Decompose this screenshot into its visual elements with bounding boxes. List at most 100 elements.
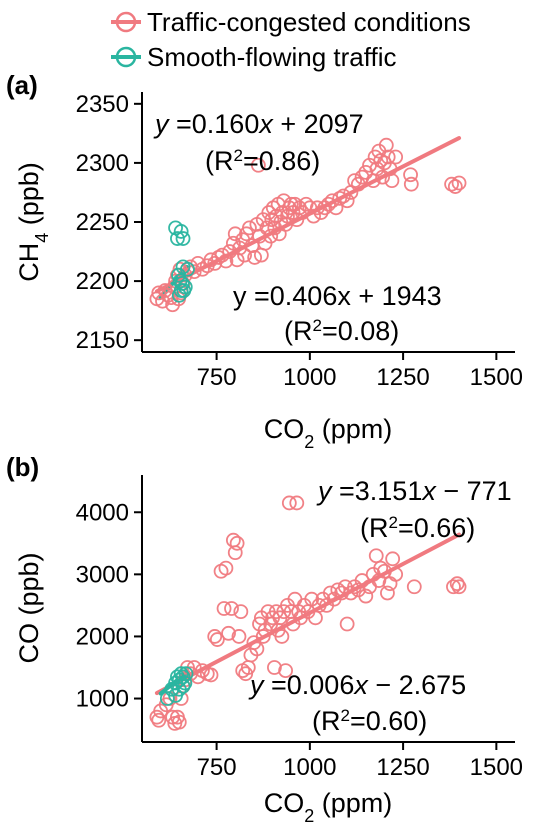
fit-equation-congested: y =0.160x + 2097 xyxy=(153,109,364,139)
y-tick-label: 1000 xyxy=(76,686,129,713)
data-point-congested xyxy=(249,641,265,657)
data-point-congested xyxy=(224,601,239,616)
data-point-congested xyxy=(222,244,238,259)
data-point-congested xyxy=(332,190,348,206)
data-point-congested xyxy=(151,285,167,301)
y-tick-label: 2000 xyxy=(76,623,129,650)
data-point-congested xyxy=(283,196,299,212)
fit-r2-congested: (R2=0.66) xyxy=(360,513,475,544)
legend-swatch-circle-icon xyxy=(115,11,137,33)
data-point-congested xyxy=(287,196,303,212)
data-point-congested xyxy=(264,212,280,228)
data-point-congested xyxy=(451,175,467,191)
data-point-smooth xyxy=(168,688,183,703)
data-point-congested xyxy=(225,532,241,548)
x-tick-label: 1250 xyxy=(376,364,429,391)
data-point-congested xyxy=(221,625,236,641)
data-point-smooth xyxy=(159,691,175,706)
y-tick-label: 2300 xyxy=(76,150,129,177)
data-point-congested xyxy=(347,173,363,189)
data-point-congested xyxy=(336,188,351,204)
data-point-congested xyxy=(403,176,419,192)
data-point-congested xyxy=(218,560,234,576)
data-point-congested xyxy=(203,667,219,683)
data-point-smooth xyxy=(170,231,185,246)
data-point-congested xyxy=(207,629,223,644)
data-point-congested xyxy=(278,663,294,678)
legend-label: Smooth-flowing traffic xyxy=(147,42,397,72)
panel-label-a: (a) xyxy=(6,70,38,100)
data-point-congested xyxy=(227,545,243,561)
data-point-congested xyxy=(274,629,290,644)
fit-equation-congested: y =3.151x − 771 xyxy=(316,476,512,506)
data-point-smooth xyxy=(175,231,191,246)
panel-a: (a) 750 1000 1250 150021502200225023002350 … xyxy=(6,70,523,452)
data-points xyxy=(149,137,467,313)
x-tick-label: 750 xyxy=(197,754,237,781)
fit-r2-congested: (R2=0.86) xyxy=(205,146,320,177)
panel-label-b: (b) xyxy=(6,452,39,482)
data-point-congested xyxy=(209,632,225,647)
data-point-congested xyxy=(233,604,249,620)
data-point-smooth xyxy=(173,283,189,298)
y-tick-label: 2200 xyxy=(76,268,129,295)
data-point-congested xyxy=(375,169,390,185)
x-tick-label: 750 xyxy=(197,364,237,391)
tick-group: 750 1000 1250 1500 2150 2200 2250 2300 2350 xyxy=(76,91,523,391)
data-point-congested xyxy=(151,712,167,728)
data-point-congested xyxy=(388,566,404,582)
x-tick-label: 1500 xyxy=(470,754,523,781)
fit-r2-smooth: (R2=0.08) xyxy=(284,316,399,347)
data-point-congested xyxy=(373,153,389,168)
legend: Traffic-congested conditions Smooth-flow… xyxy=(111,7,471,72)
data-point-congested xyxy=(247,250,263,265)
data-point-congested xyxy=(281,495,297,511)
data-point-congested xyxy=(263,228,279,244)
legend-swatch-circle-icon xyxy=(115,46,137,68)
data-point-congested xyxy=(385,551,401,567)
y-tick-label: 2350 xyxy=(76,91,129,118)
data-point-congested xyxy=(289,495,305,511)
data-point-congested xyxy=(403,167,418,183)
y-tick-label: 2150 xyxy=(76,327,129,354)
data-point-smooth xyxy=(175,259,191,275)
legend-item-smooth-flowing: Smooth-flowing traffic xyxy=(111,42,397,72)
data-point-congested xyxy=(229,535,245,551)
data-point-congested xyxy=(350,176,366,192)
data-point-congested xyxy=(237,247,252,263)
data-point-congested xyxy=(321,196,336,212)
y-tick-label: 2250 xyxy=(76,209,129,236)
data-point-congested xyxy=(259,220,275,236)
data-point-congested xyxy=(211,250,226,265)
data-point-congested xyxy=(171,714,187,730)
y-tick-label: 4000 xyxy=(76,499,129,526)
data-point-congested xyxy=(339,193,355,209)
data-point-congested xyxy=(384,173,400,189)
data-point-congested xyxy=(358,588,374,604)
y-tick-label: 3000 xyxy=(76,561,129,588)
data-point-congested xyxy=(313,205,329,220)
data-point-congested xyxy=(231,629,247,644)
data-point-congested xyxy=(216,601,232,616)
data-point-congested xyxy=(373,560,389,576)
y-axis-title: CO (ppb) xyxy=(14,552,44,663)
x-axis-title: CO2 (ppm) xyxy=(264,414,393,452)
data-point-congested xyxy=(218,253,234,269)
data-point-congested xyxy=(446,579,461,595)
data-point-congested xyxy=(388,149,404,165)
data-point-smooth xyxy=(175,678,191,694)
tick-group: 750 1000 1250 1500 1000 2000 3000 4000 xyxy=(76,499,523,781)
data-point-congested xyxy=(255,629,271,644)
data-points xyxy=(149,495,467,731)
data-point-congested xyxy=(368,548,384,564)
panel-b: (b) 750 1000 1250 1500 1000 2000 3000 4000 CO2 … xyxy=(6,452,523,826)
data-point-congested xyxy=(406,579,422,595)
data-point-congested xyxy=(449,576,465,592)
x-tick-label: 1000 xyxy=(283,754,336,781)
fit-equation-smooth: y =0.006x − 2.675 xyxy=(248,670,466,700)
data-point-congested xyxy=(328,200,344,216)
fit-equation-smooth: y =0.406x + 1943 xyxy=(233,281,442,311)
data-point-congested xyxy=(339,616,355,632)
data-point-congested xyxy=(447,179,463,194)
